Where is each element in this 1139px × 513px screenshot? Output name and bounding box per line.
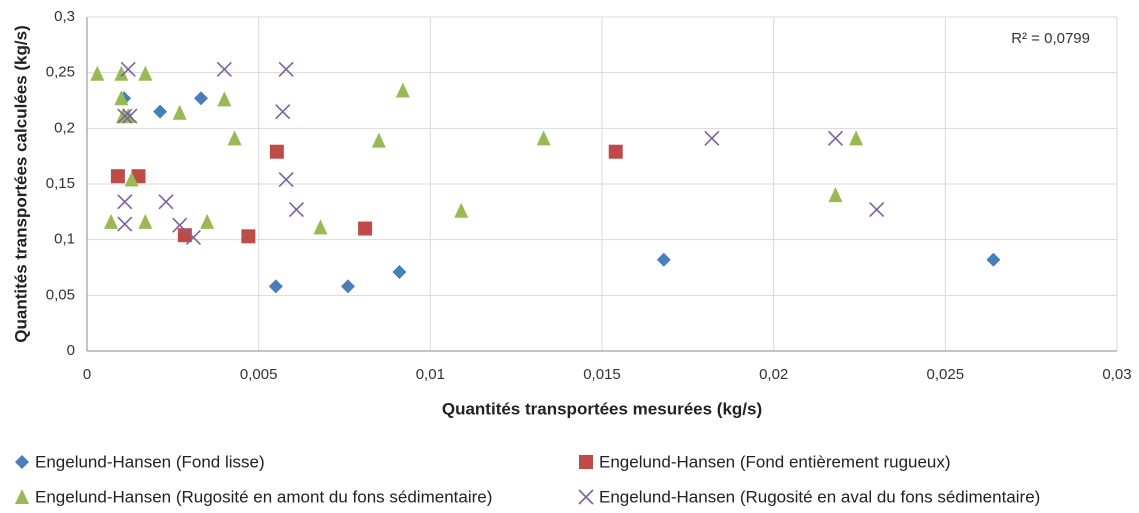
point [849, 130, 864, 146]
point [704, 130, 720, 146]
legend-marker [579, 455, 593, 469]
annotation: R² = 0,0799 [1011, 30, 1090, 47]
point [114, 65, 129, 81]
point [104, 213, 119, 229]
point [454, 202, 469, 218]
point [120, 61, 136, 77]
y-tick-label: 0,1 [54, 231, 75, 248]
legend-marker [578, 489, 594, 505]
x-tick-label: 0 [83, 366, 91, 383]
point [217, 91, 232, 107]
x-tick-label: 0,025 [927, 366, 965, 383]
point [395, 82, 410, 98]
point [117, 108, 133, 124]
point [185, 229, 201, 246]
x-tick-label: 0,005 [240, 366, 278, 383]
point [172, 104, 187, 120]
point [241, 229, 256, 244]
y-tick-label: 0,2 [54, 119, 75, 136]
point [986, 252, 1001, 267]
x-tick-label: 0,02 [759, 366, 788, 383]
point [138, 65, 153, 81]
legend-label: Engelund-Hansen (Rugosité en aval du fon… [599, 487, 1040, 506]
point [193, 91, 208, 106]
legend-marker [15, 489, 29, 504]
y-tick-label: 0 [67, 342, 75, 359]
point [371, 132, 386, 148]
point [90, 65, 105, 81]
point [278, 61, 294, 77]
point [288, 202, 304, 218]
point [117, 216, 133, 232]
point [124, 171, 139, 187]
point [227, 130, 242, 146]
x-axis-label: Quantités transportées mesurées (kg/s) [442, 399, 762, 418]
point [121, 108, 136, 124]
point [340, 279, 355, 294]
point [138, 213, 153, 229]
x-tick-label: 0,015 [583, 366, 621, 383]
point [269, 144, 284, 159]
point [153, 104, 168, 119]
x-tick-label: 0,01 [416, 366, 445, 383]
legend-marker [15, 455, 29, 469]
x-tick-label: 0,03 [1102, 366, 1131, 383]
point [828, 187, 843, 203]
y-tick-label: 0,15 [46, 175, 75, 192]
point [114, 90, 129, 106]
point [536, 130, 551, 146]
point [358, 221, 373, 236]
point [827, 130, 844, 146]
point [216, 61, 232, 77]
point [172, 217, 188, 233]
legend-label: Engelund-Hansen (Fond entièrement rugueu… [599, 452, 951, 471]
legend-label: Engelund-Hansen (Fond lisse) [35, 452, 265, 471]
point [608, 144, 623, 159]
y-tick-label: 0,25 [46, 64, 75, 81]
point [268, 279, 283, 294]
y-axis-label: Quantités transportées calculées (kg/s) [11, 25, 30, 342]
point [158, 194, 174, 210]
point [313, 219, 328, 235]
point [656, 252, 671, 267]
y-tick-label: 0,05 [46, 286, 75, 303]
point [275, 104, 291, 120]
point [117, 194, 133, 210]
point [869, 202, 885, 218]
legend-label: Engelund-Hansen (Rugosité en amont du fo… [35, 487, 492, 506]
point [392, 264, 407, 279]
point [110, 169, 125, 184]
point [200, 213, 215, 229]
y-tick-label: 0,3 [54, 8, 75, 25]
point [278, 171, 294, 188]
point [122, 108, 138, 124]
